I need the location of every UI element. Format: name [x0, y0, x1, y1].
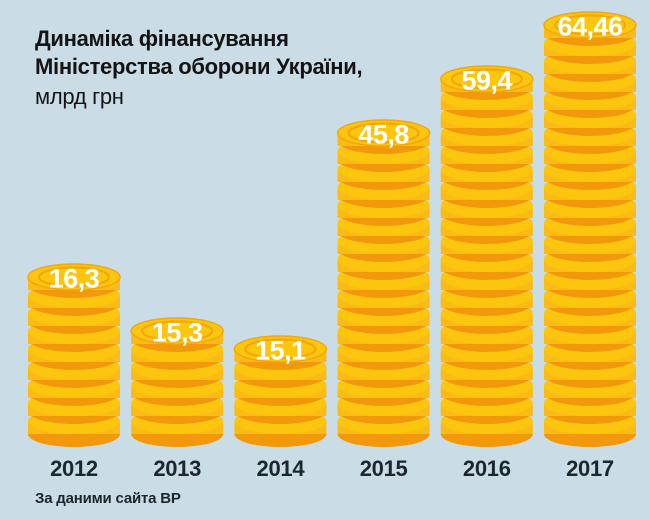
year-label-2014: 2014 — [257, 456, 306, 481]
value-label-2016: 59,4 — [462, 66, 513, 96]
coin-stack-2013: 15,3 — [130, 317, 224, 447]
value-label-2012: 16,3 — [49, 264, 100, 294]
year-label-2015: 2015 — [360, 456, 408, 481]
coin-stack-2016: 59,4 — [440, 65, 534, 447]
chart-title: Динаміка фінансування Міністерства оборо… — [35, 25, 363, 111]
coin-inner-ring-icon — [37, 266, 111, 288]
coin-inner-ring-icon — [553, 14, 627, 36]
year-label-2013: 2013 — [153, 456, 201, 481]
coin-stack-2015: 45,8 — [336, 119, 431, 447]
chart-unit-label: млрд грн — [35, 84, 124, 109]
value-label-2013: 15,3 — [152, 318, 203, 348]
year-label-2016: 2016 — [463, 456, 511, 481]
value-label-2015: 45,8 — [358, 120, 409, 150]
value-label-2017: 64,46 — [557, 12, 623, 42]
coin-inner-ring-icon — [347, 122, 420, 144]
coin-stack-2012: 16,3 — [27, 263, 121, 447]
coin-stack-2014: 15,1 — [233, 335, 328, 447]
coin-inner-ring-icon — [450, 68, 523, 90]
coin-inner-ring-icon — [141, 320, 214, 342]
coin-stack-2017: 64,46 — [543, 11, 637, 447]
source-note: За даними сайта ВР — [35, 490, 181, 507]
year-label-2012: 2012 — [50, 456, 98, 481]
title-line-2: Міністерства оборони України, — [35, 54, 363, 79]
title-line-1: Динаміка фінансування — [35, 26, 289, 51]
coin-inner-ring-icon — [244, 338, 317, 360]
year-label-2017: 2017 — [566, 456, 614, 481]
value-label-2014: 15,1 — [255, 336, 306, 366]
